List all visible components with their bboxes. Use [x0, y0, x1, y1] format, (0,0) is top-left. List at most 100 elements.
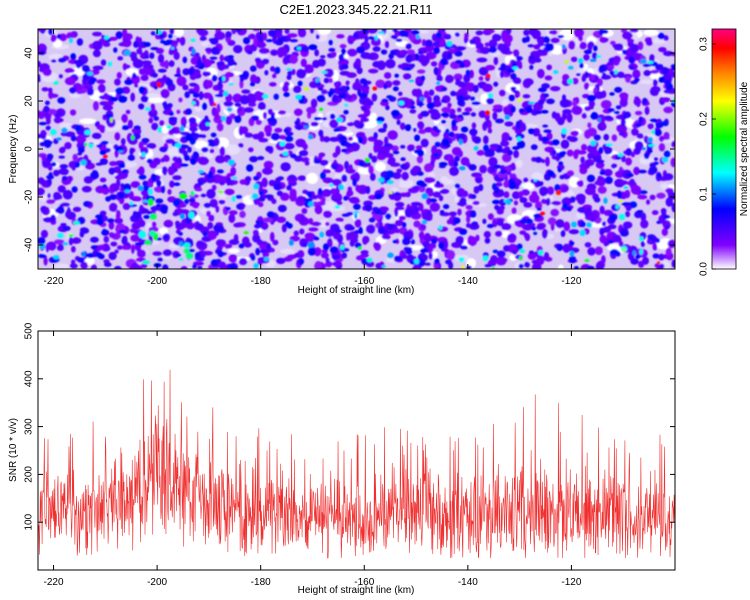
spectrogram-cell [438, 241, 445, 249]
spectrogram-cell [566, 149, 574, 157]
spectrogram-cell [89, 77, 97, 83]
spectrogram-cell [190, 101, 196, 106]
spectrogram-cell [75, 134, 87, 144]
spectrogram-cell [197, 178, 204, 186]
spectrogram-cell [325, 221, 330, 227]
spectrogram-cell [383, 72, 392, 79]
spectrogram-cell [419, 182, 428, 188]
spectrogram-cell [44, 100, 50, 106]
spectrogram-cell [617, 71, 625, 79]
spectrogram-cell [202, 92, 212, 99]
spectrogram-cell [110, 241, 118, 247]
spectrogram-cell [578, 58, 584, 64]
spectrogram-cell [586, 174, 596, 183]
spectrogram-cell [577, 196, 586, 205]
spectrogram-cell [521, 188, 530, 196]
spectrogram-cell [258, 202, 264, 208]
spectrogram-cell [532, 127, 541, 137]
spectrogram-cell [479, 46, 491, 55]
spectrogram-cell [109, 202, 118, 213]
spectrogram-cell [103, 92, 110, 99]
spectrogram-cell [228, 210, 238, 216]
spectrogram-cell [170, 47, 175, 50]
spectrogram-cell [387, 156, 396, 165]
spectrogram-cell [149, 52, 155, 60]
spectrogram-cell [176, 109, 181, 115]
spectrogram-cell [394, 207, 399, 218]
spectrogram-cell [588, 99, 596, 110]
spectrogram-cell [210, 132, 217, 138]
spectrogram-cell [568, 255, 577, 264]
spectrogram-cell [592, 52, 598, 60]
spectrogram-cell [562, 73, 570, 82]
spectrogram-cell [440, 98, 447, 103]
spectrogram-cell [198, 91, 204, 101]
spectrogram-cell [121, 125, 130, 131]
spectrogram-cell [114, 132, 121, 141]
spectrogram-cell [362, 29, 369, 35]
spectrogram-cell [209, 56, 218, 60]
spectrogram-cell [541, 158, 546, 164]
spectrogram-cell [234, 102, 242, 108]
spectrogram-cell [515, 120, 521, 129]
spectrogram-cell [336, 200, 343, 206]
spectrogram-cell [491, 266, 495, 269]
spectrogram-cell [632, 250, 637, 256]
spectrogram-cell [403, 246, 413, 252]
spectrogram-cell [50, 33, 57, 43]
spectrogram-cell [58, 155, 66, 159]
spectrogram-cell [424, 39, 433, 47]
spectrogram-cell [61, 127, 68, 133]
spectrogram-cell [323, 77, 330, 84]
spectrogram-cell [187, 67, 195, 76]
spectrogram-cell [534, 110, 543, 115]
spectrogram-cell [228, 254, 238, 263]
spectrogram-cell [499, 70, 504, 79]
spectrogram-cell [192, 264, 197, 269]
spectrogram-cell [69, 109, 77, 116]
spectrogram-cell [39, 141, 46, 147]
spectrogram-cell [327, 90, 333, 98]
spectrogram-cell [253, 175, 260, 181]
spectrogram-cell [178, 241, 184, 247]
spectrogram-cell [56, 205, 65, 214]
spectrogram-cell [540, 136, 549, 142]
spectrogram-cell [224, 243, 233, 249]
spectrogram-cell [312, 59, 321, 69]
spectrogram-cell [424, 176, 436, 184]
spectrogram-cell [131, 196, 142, 202]
spectrogram-cell [607, 224, 617, 230]
spectrogram-cell [157, 126, 162, 133]
spectrogram-cell [180, 266, 188, 269]
spectrogram-cell [264, 70, 269, 76]
spectrogram-cell [60, 222, 67, 227]
spectrogram-cell [333, 127, 342, 133]
spectrogram-cell [412, 127, 417, 132]
spectrogram-cell [395, 38, 403, 43]
spectrogram-cell [639, 236, 644, 242]
spectrogram-cell [38, 74, 41, 83]
spectrogram-cell [516, 140, 526, 149]
spectrogram-cell [658, 143, 666, 152]
spectrogram-cell [196, 257, 205, 262]
spectrogram-cell [93, 100, 99, 111]
spectrogram-cell [300, 45, 310, 53]
spectrogram-cell [146, 158, 153, 164]
spectrogram-cell [405, 43, 412, 50]
spectrogram-cell [168, 111, 174, 116]
spectrogram-cell [516, 243, 523, 250]
spectrogram-cell [604, 146, 613, 155]
spectrogram-cell [182, 56, 188, 64]
spectrogram-cell [647, 60, 654, 64]
spectrogram-cell [558, 34, 565, 39]
spectrogram-cell [163, 104, 171, 110]
spectrogram-cell [354, 78, 360, 88]
spectrogram-cell [661, 228, 668, 236]
spectrogram-cell [130, 201, 134, 206]
spectrogram-cell [262, 217, 274, 223]
spectrogram-cell [567, 65, 574, 70]
spectrogram-cell [614, 86, 623, 93]
spectrogram-cell [501, 223, 512, 231]
spectrogram-cell [241, 89, 251, 94]
spectrogram-cell [353, 33, 359, 39]
